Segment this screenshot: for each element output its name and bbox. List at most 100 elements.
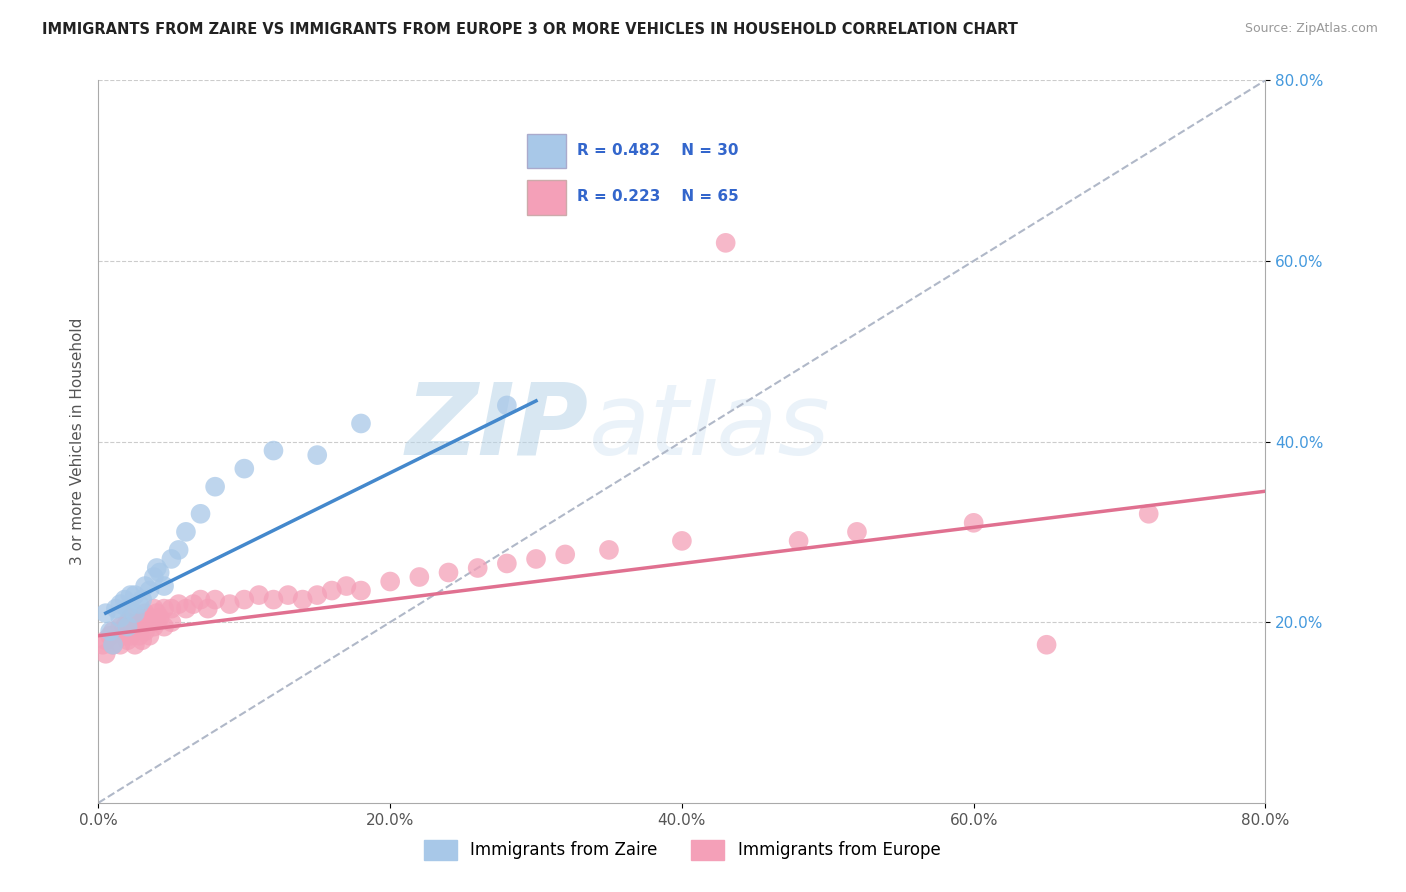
Point <box>98 629 121 643</box>
Point <box>350 583 373 598</box>
Point <box>160 601 183 615</box>
Point <box>174 524 197 539</box>
Point <box>142 620 165 634</box>
Point <box>131 592 153 607</box>
Point <box>190 507 212 521</box>
Point <box>350 417 373 431</box>
Point <box>138 583 160 598</box>
Point <box>714 235 737 250</box>
Point <box>437 566 460 580</box>
Point <box>380 574 402 589</box>
Point <box>101 624 124 639</box>
Point <box>153 620 176 634</box>
Point <box>787 533 810 548</box>
Point <box>146 615 169 630</box>
Point <box>124 588 146 602</box>
Point <box>160 552 183 566</box>
Point <box>1035 638 1057 652</box>
Point <box>262 592 284 607</box>
Point <box>142 570 165 584</box>
Point <box>153 579 176 593</box>
Point <box>117 620 139 634</box>
Point <box>110 597 132 611</box>
Point <box>671 533 693 548</box>
Point <box>142 601 165 615</box>
Text: Source: ZipAtlas.com: Source: ZipAtlas.com <box>1244 22 1378 36</box>
Point <box>114 620 136 634</box>
Point <box>117 615 139 630</box>
Point <box>174 601 197 615</box>
Point <box>247 588 270 602</box>
Point <box>204 592 226 607</box>
Point <box>167 542 190 557</box>
Point <box>138 610 160 624</box>
Point <box>160 615 183 630</box>
Point <box>124 606 146 620</box>
Text: IMMIGRANTS FROM ZAIRE VS IMMIGRANTS FROM EUROPE 3 OR MORE VEHICLES IN HOUSEHOLD : IMMIGRANTS FROM ZAIRE VS IMMIGRANTS FROM… <box>42 22 1018 37</box>
Point <box>128 615 150 630</box>
Point <box>149 610 172 624</box>
Point <box>131 615 153 630</box>
Point <box>94 647 117 661</box>
Point <box>91 638 114 652</box>
Point <box>114 592 136 607</box>
Point <box>101 638 124 652</box>
Point <box>307 588 329 602</box>
Point <box>149 566 172 580</box>
Text: ZIP: ZIP <box>405 378 589 475</box>
Point <box>94 606 117 620</box>
Point <box>962 516 984 530</box>
Point <box>101 638 124 652</box>
Point <box>496 557 519 571</box>
Point <box>120 629 142 643</box>
Point <box>104 633 127 648</box>
Point <box>146 561 169 575</box>
Point <box>94 633 117 648</box>
Point <box>307 448 329 462</box>
Point <box>467 561 489 575</box>
Point <box>496 398 519 412</box>
Point <box>335 579 357 593</box>
Point <box>321 583 343 598</box>
Point <box>408 570 430 584</box>
Point <box>153 601 176 615</box>
Point <box>204 480 226 494</box>
Point <box>128 629 150 643</box>
Text: atlas: atlas <box>589 378 830 475</box>
Point <box>190 592 212 607</box>
Point <box>98 624 121 639</box>
Point <box>110 638 132 652</box>
Point <box>110 610 132 624</box>
Point <box>120 610 142 624</box>
Point <box>146 606 169 620</box>
Point <box>124 638 146 652</box>
Point <box>117 633 139 648</box>
Point <box>138 629 160 643</box>
Point <box>277 588 299 602</box>
Y-axis label: 3 or more Vehicles in Household: 3 or more Vehicles in Household <box>69 318 84 566</box>
Point <box>134 606 156 620</box>
Point <box>554 548 576 562</box>
Point <box>233 461 256 475</box>
Point <box>134 579 156 593</box>
Point <box>181 597 204 611</box>
Point <box>524 552 547 566</box>
Point <box>846 524 869 539</box>
Point <box>218 597 240 611</box>
Point <box>110 620 132 634</box>
Legend: Immigrants from Zaire, Immigrants from Europe: Immigrants from Zaire, Immigrants from E… <box>416 833 948 867</box>
Point <box>167 597 190 611</box>
Point <box>128 597 150 611</box>
Point <box>117 601 139 615</box>
Point <box>291 592 314 607</box>
Point <box>124 620 146 634</box>
Point <box>114 629 136 643</box>
Point <box>598 542 620 557</box>
Point <box>120 588 142 602</box>
Point <box>197 601 219 615</box>
Point <box>134 624 156 639</box>
Point <box>233 592 256 607</box>
Point <box>104 601 127 615</box>
Point <box>1137 507 1160 521</box>
Point <box>131 633 153 648</box>
